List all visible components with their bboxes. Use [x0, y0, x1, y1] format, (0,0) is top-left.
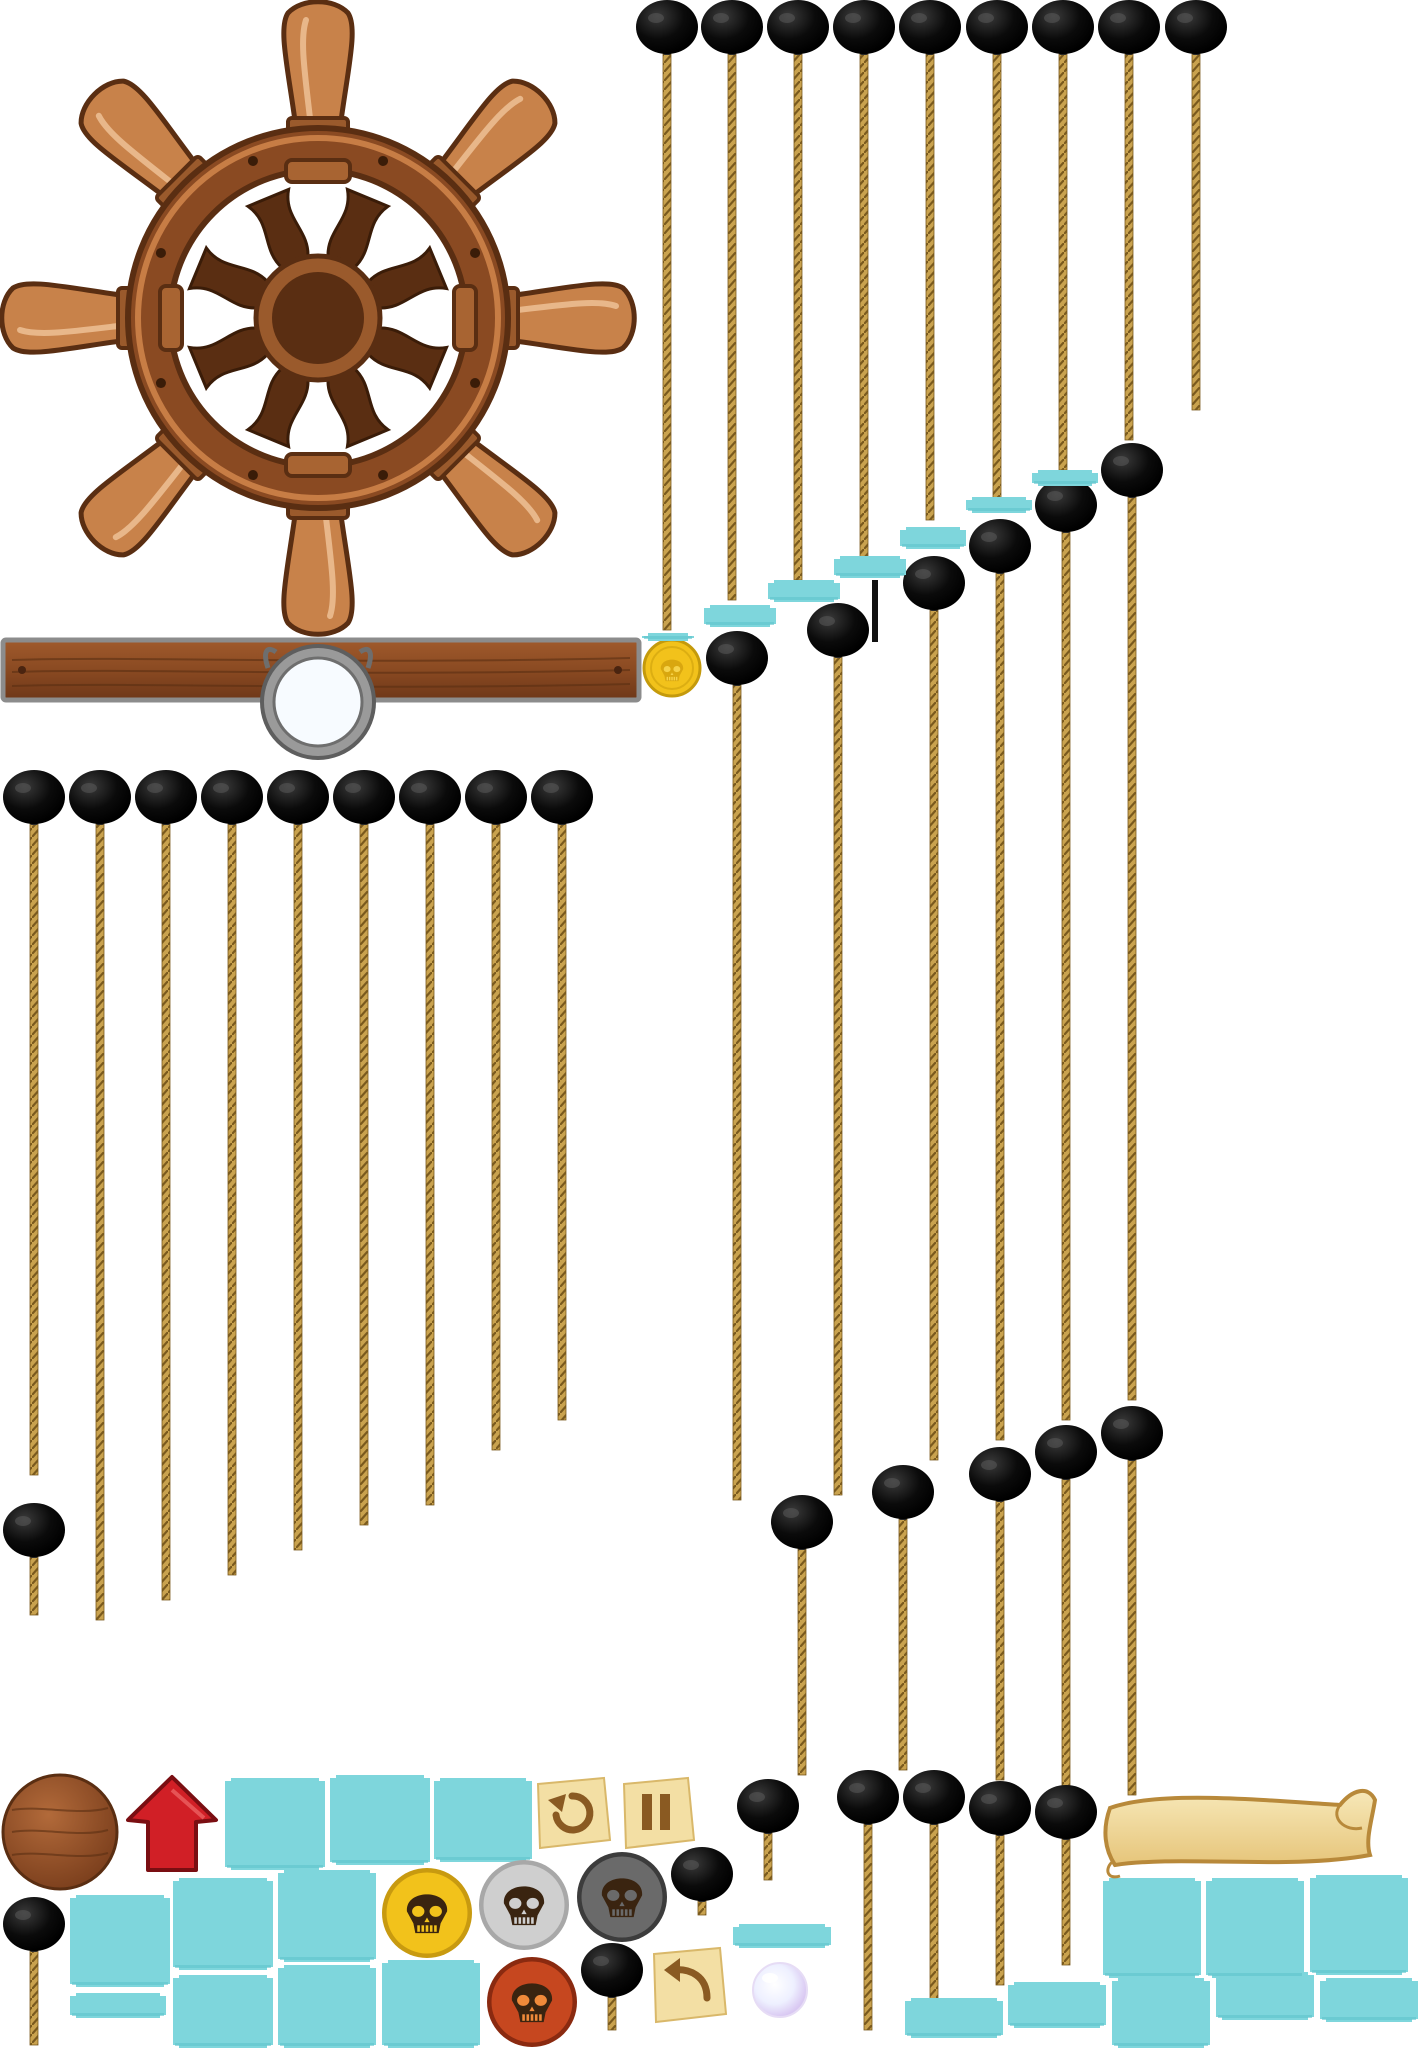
rope-knob-icon	[837, 1770, 899, 2031]
restart-icon	[548, 1792, 594, 1834]
marker-bar	[872, 580, 878, 642]
tile-icon	[1206, 1878, 1304, 1978]
tile-icon	[966, 497, 1032, 513]
skull-medal-icon	[476, 1857, 574, 1955]
tile-icon	[900, 527, 966, 549]
skull-coin-icon	[640, 635, 705, 700]
skull-medal-icon	[484, 1957, 582, 2048]
rope-knob-icon	[899, 0, 961, 521]
skull-medal-icon	[487, 1957, 577, 2047]
rope-knob-icon	[872, 1465, 934, 1771]
restart-icon	[532, 1775, 612, 1850]
ships-wheel-icon	[0, 0, 640, 640]
rope-knob-icon	[1035, 1425, 1097, 1791]
skull-medal-icon	[382, 1868, 472, 1958]
tile-icon	[1310, 1875, 1408, 1975]
pause-icon	[618, 1775, 696, 1850]
tile-icon	[382, 1960, 480, 2048]
rope-knob-icon	[399, 770, 461, 1506]
tile-icon	[173, 1975, 273, 2048]
rope-knob-icon	[201, 770, 263, 1576]
rope-knob-icon	[903, 1770, 965, 2001]
rope-knob-icon	[1035, 1785, 1097, 1966]
rope-knob-icon	[3, 770, 65, 1476]
rope-knob-icon	[465, 770, 527, 1451]
tile-icon	[733, 1924, 831, 1948]
tile-icon	[704, 605, 776, 627]
rope-knob-icon	[1035, 478, 1097, 1421]
rope-knob-icon	[966, 0, 1028, 501]
rope-knob-icon	[636, 0, 698, 631]
arrow-up-icon	[126, 1775, 218, 1872]
tile-icon	[768, 580, 840, 602]
tile-icon	[330, 1775, 430, 1865]
rope-knob-icon	[267, 770, 329, 1551]
tile-icon	[1112, 1978, 1210, 2048]
rope-knob-icon	[333, 770, 395, 1526]
back-icon	[664, 1958, 711, 2002]
tile-icon	[173, 1878, 273, 1970]
ships-wheel-icon	[0, 0, 637, 637]
rope-knob-icon	[969, 519, 1031, 1441]
rope-knob-icon	[581, 1943, 643, 2031]
tile-icon	[1032, 470, 1098, 486]
tile-icon	[642, 633, 694, 641]
bubble-icon	[750, 1960, 810, 2020]
skull-medal-icon	[479, 1860, 569, 1950]
rope-knob-icon	[3, 1897, 65, 2046]
skull-coin-icon	[642, 638, 702, 698]
tile-icon	[905, 1998, 1003, 2038]
tile-icon	[1216, 1972, 1314, 2020]
rope-knob-icon	[969, 1447, 1031, 1781]
skull-medal-icon	[577, 1852, 667, 1942]
rope-knob-icon	[969, 1781, 1031, 1986]
rope-knob-icon	[531, 770, 593, 1421]
rope-knob-icon	[1098, 0, 1160, 441]
rope-knob-icon	[701, 0, 763, 601]
rope-knob-icon	[706, 631, 768, 1501]
rope-knob-icon	[767, 0, 829, 581]
bubble-icon	[752, 1962, 808, 2018]
rope-knob-icon	[1165, 0, 1227, 411]
parchment-tab	[622, 1776, 696, 1850]
rope-knob-icon	[671, 1847, 733, 1916]
rope-knob-icon	[737, 1779, 799, 1881]
tile-icon	[278, 1965, 376, 2048]
tile-icon	[434, 1778, 532, 1862]
rope-knob-icon	[3, 1503, 65, 1616]
tile-icon	[278, 1870, 376, 1962]
tile-icon	[834, 556, 906, 578]
tile-icon	[70, 1993, 166, 2018]
rope-knob-icon	[69, 770, 131, 1621]
scroll-banner-icon	[1100, 1785, 1380, 1875]
rope-knob-icon	[771, 1495, 833, 1776]
rope-knob-icon	[1101, 1406, 1163, 1796]
tile-icon	[1008, 1982, 1106, 2028]
tile-icon	[225, 1778, 325, 1870]
parchment-tab	[536, 1776, 612, 1850]
arrow-up-icon	[120, 1770, 220, 1875]
wooden-ball-icon	[0, 1770, 120, 1890]
skull-medal-icon	[378, 1865, 476, 1963]
scroll-banner-icon	[1103, 1789, 1378, 1879]
tile-icon	[70, 1895, 170, 1987]
rope-knob-icon	[833, 0, 895, 561]
wooden-ball-icon	[1, 1773, 119, 1891]
plank-porthole-icon	[0, 637, 642, 760]
tile-icon	[1320, 1978, 1418, 2022]
rope-knob-icon	[1101, 443, 1163, 1401]
pause-icon	[642, 1794, 670, 1830]
skull-medal-icon	[574, 1850, 672, 1948]
rope-knob-icon	[807, 603, 869, 1496]
back-icon	[648, 1945, 728, 2025]
rope-knob-icon	[903, 556, 965, 1461]
rope-knob-icon	[135, 770, 197, 1601]
plank-porthole-icon	[0, 630, 645, 760]
rope-knob-icon	[1032, 0, 1094, 471]
tile-icon	[1103, 1878, 1201, 1978]
